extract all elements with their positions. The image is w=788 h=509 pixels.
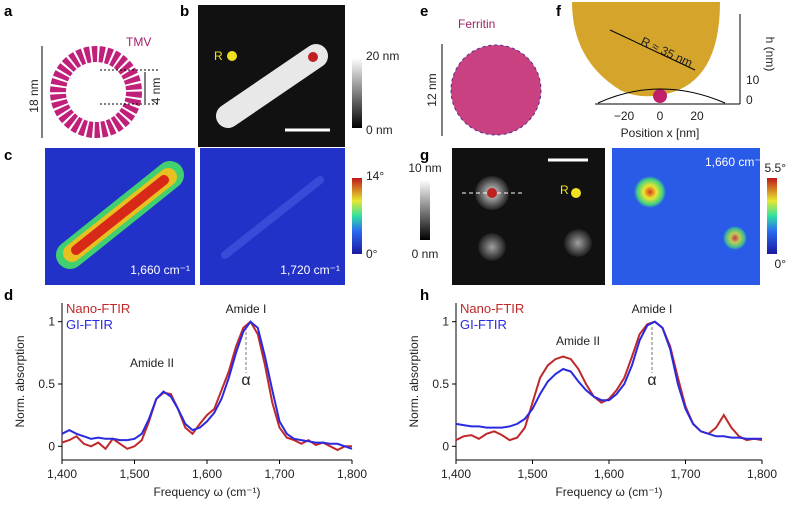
tick-label: 20	[690, 109, 704, 123]
probe-marker	[487, 188, 497, 198]
map-image	[612, 148, 760, 285]
tick-label: 0	[657, 109, 664, 123]
map-label: 1,660 cm⁻¹	[130, 263, 190, 277]
x-tick-label: 1,800	[747, 467, 777, 481]
tip	[572, 2, 720, 97]
x-axis-label: Frequency ω (cm⁻¹)	[153, 485, 260, 499]
height-profile	[597, 88, 726, 104]
tmv-ring	[50, 46, 142, 138]
panel-label: c	[4, 147, 12, 164]
series-line	[455, 320, 762, 440]
y-axis-label: Norm. absorption	[13, 335, 27, 427]
size-label: 12 nm	[425, 73, 439, 106]
annotation: Amide II	[556, 334, 600, 348]
ferritin-particle	[478, 233, 506, 261]
colorbar-max: 14°	[366, 169, 384, 183]
colorbar-max: 20 nm	[366, 49, 399, 63]
panel-label: g	[420, 147, 429, 164]
ferritin	[451, 45, 541, 135]
panel-label: h	[420, 287, 429, 304]
tmv-label: TMV	[126, 35, 151, 49]
ferritin-label: Ferritin	[458, 17, 495, 31]
annotation: Amide I	[632, 302, 673, 316]
colorbar	[352, 178, 362, 254]
colorbar-max: 5.5°	[765, 161, 787, 175]
size-label: 18 nm	[27, 79, 41, 112]
panel-label: e	[420, 3, 428, 20]
x-tick-label: 1,600	[192, 467, 222, 481]
series-line	[61, 320, 353, 450]
x-tick-label: 1,700	[264, 467, 294, 481]
map-label: 1,660 cm⁻¹	[705, 155, 765, 169]
tick-label: 0	[746, 93, 753, 107]
reference-label: R	[214, 49, 223, 63]
panel-label: a	[4, 3, 13, 20]
colorbar	[420, 180, 430, 240]
ferritin-particle	[564, 229, 592, 257]
annotation: Amide II	[130, 356, 174, 370]
colorbar-min: 0 nm	[412, 247, 439, 261]
annotation: α	[647, 372, 656, 389]
y-axis-label: Norm. absorption	[407, 335, 421, 427]
x-tick-label: 1,500	[119, 467, 149, 481]
arrow	[609, 29, 696, 71]
reference-label: R	[560, 183, 569, 197]
tmv-map	[221, 176, 324, 259]
hotspot	[723, 226, 747, 250]
panel-label: b	[180, 3, 189, 20]
y-tick-label: 1	[48, 315, 55, 329]
y-tick-label: 1	[442, 315, 449, 329]
reference-marker	[571, 188, 581, 198]
series-line	[61, 320, 352, 452]
x-tick-label: 1,800	[337, 467, 367, 481]
y-tick-label: 0	[48, 439, 55, 453]
reference-marker	[227, 51, 237, 61]
hotspot	[634, 176, 666, 208]
axis-label: Position x [nm]	[621, 126, 700, 140]
panel-label: d	[4, 287, 13, 304]
x-tick-label: 1,400	[441, 467, 471, 481]
panel-label: f	[556, 3, 562, 20]
annotation: Amide I	[226, 302, 267, 316]
x-tick-label: 1,400	[47, 467, 77, 481]
legend-label: GI-FTIR	[460, 317, 507, 332]
colorbar	[767, 178, 777, 254]
y-tick-label: 0.5	[432, 377, 449, 391]
map-label: 1,720 cm⁻¹	[280, 263, 340, 277]
legend-label: GI-FTIR	[66, 317, 113, 332]
x-tick-label: 1,600	[594, 467, 624, 481]
tick-label: 10	[746, 73, 760, 87]
y-tick-label: 0.5	[38, 377, 55, 391]
x-tick-label: 1,500	[517, 467, 547, 481]
particle	[653, 89, 667, 103]
probe-marker	[308, 52, 318, 62]
tmv-map	[71, 175, 169, 255]
x-axis-label: Frequency ω (cm⁻¹)	[555, 485, 662, 499]
topography-image	[452, 148, 605, 285]
colorbar-min: 0 nm	[366, 123, 393, 137]
colorbar-min: 0°	[366, 247, 378, 261]
colorbar	[352, 58, 362, 128]
colorbar-max: 10 nm	[408, 161, 441, 175]
annotation: α	[241, 372, 250, 389]
tmv-rod	[216, 44, 328, 128]
ferritin	[450, 44, 542, 136]
y-tick-label: 0	[442, 439, 449, 453]
series-line	[455, 320, 763, 442]
legend-label: Nano-FTIR	[66, 301, 130, 316]
tick-label: −20	[614, 109, 635, 123]
x-tick-label: 1,700	[670, 467, 700, 481]
colorbar-min: 0°	[775, 257, 787, 271]
size-label: 4 nm	[149, 78, 163, 105]
legend-label: Nano-FTIR	[460, 301, 524, 316]
axis-label: h (nm)	[763, 37, 777, 72]
